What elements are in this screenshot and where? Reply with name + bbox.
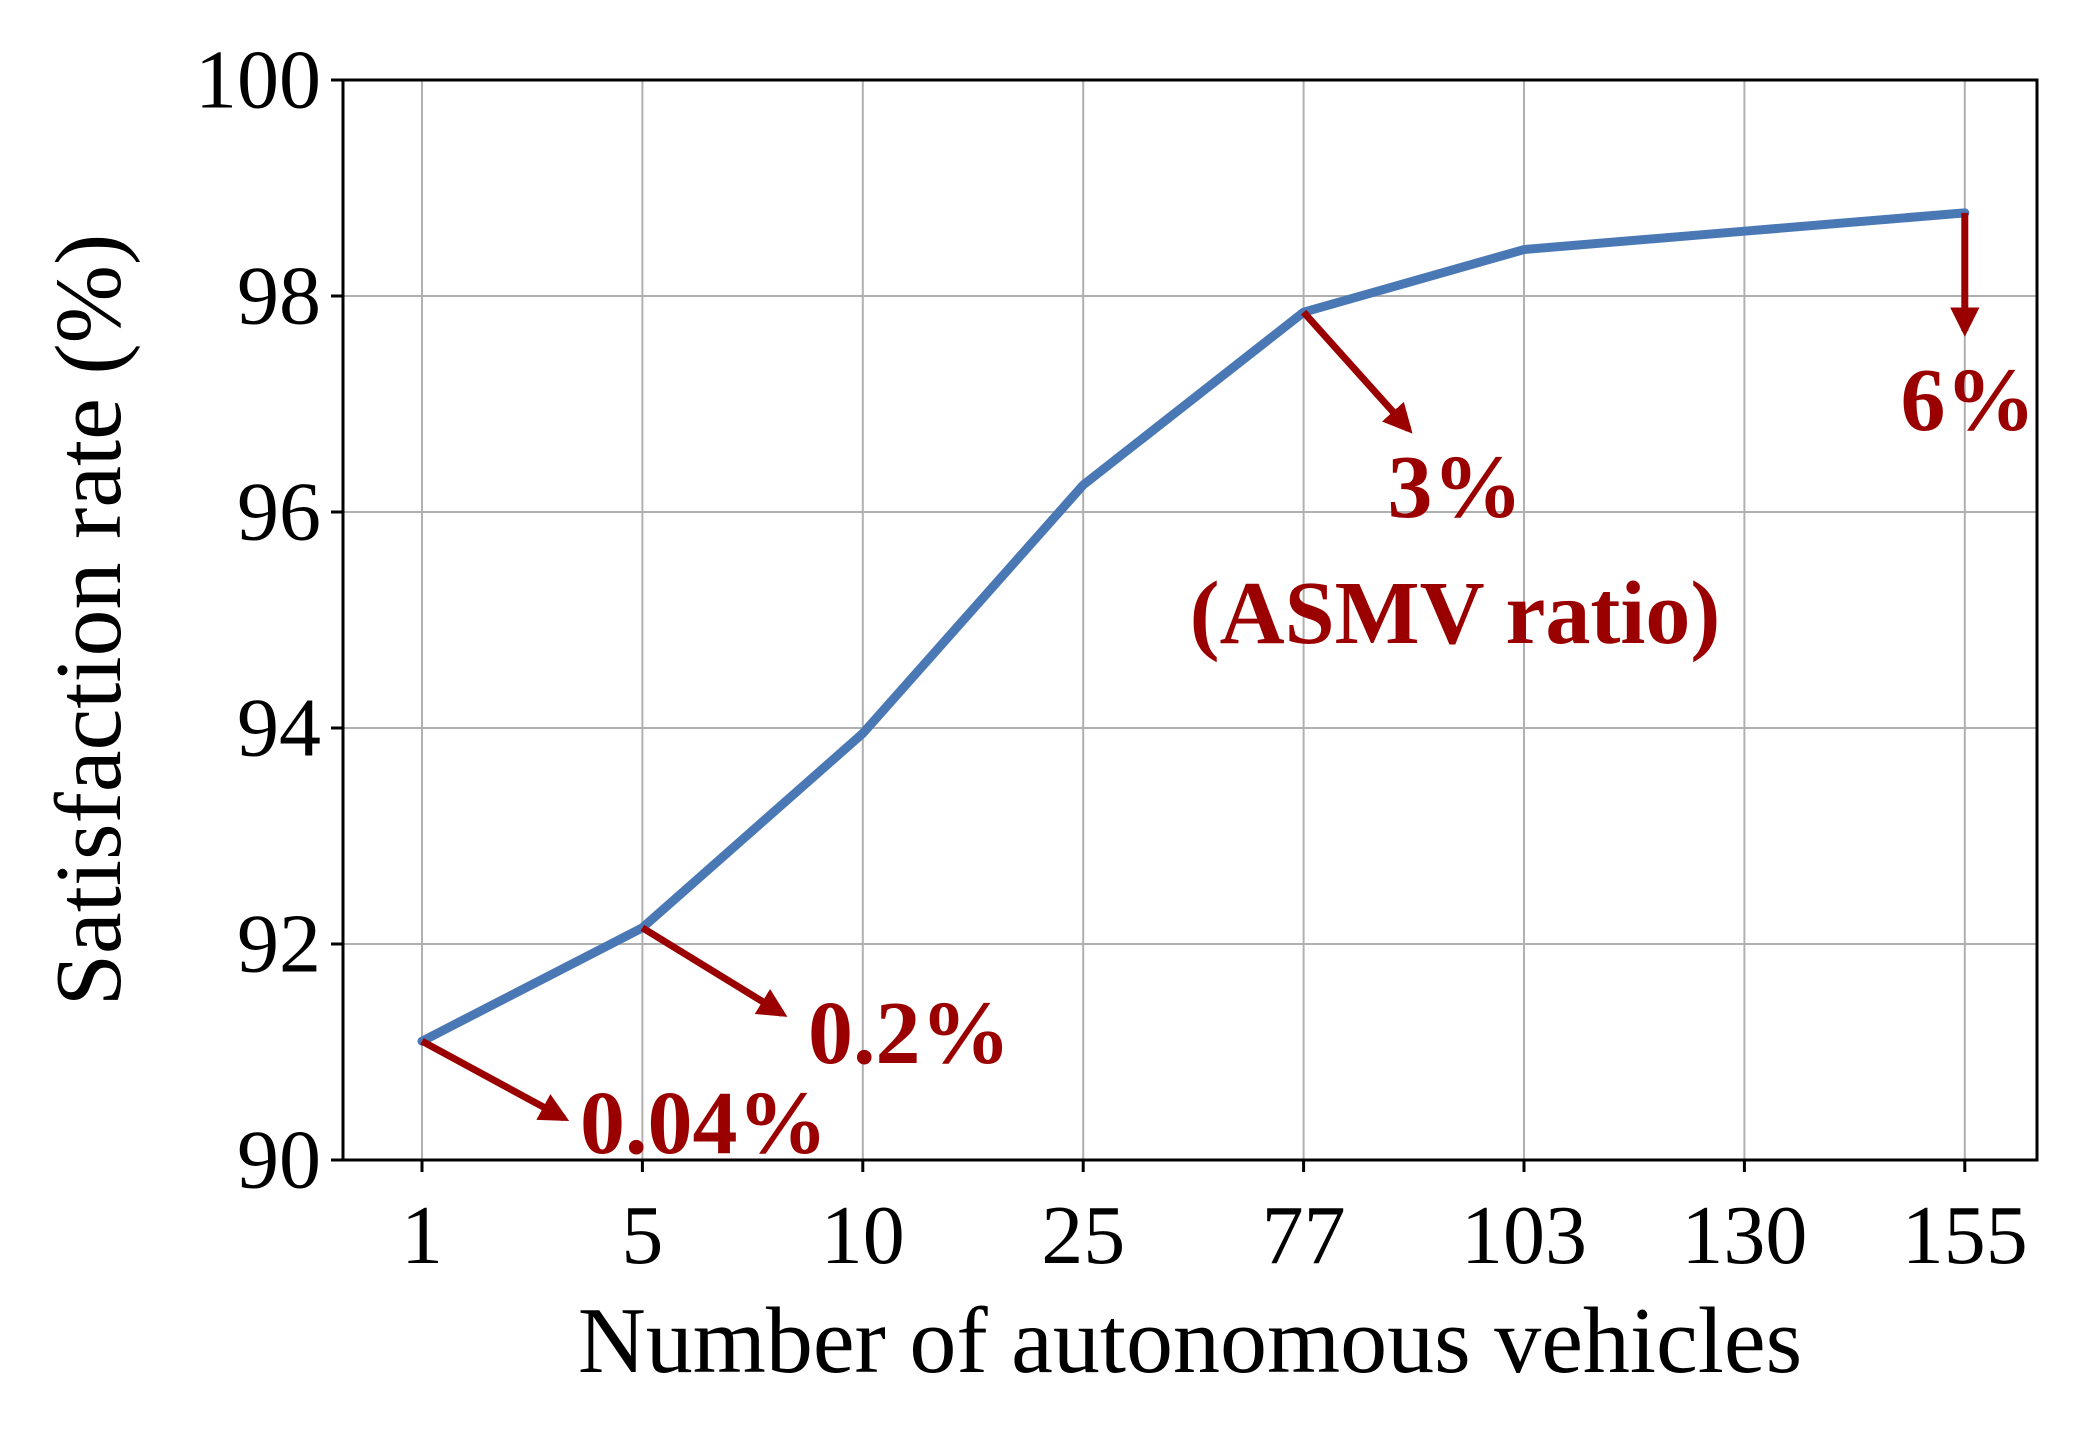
x-tick-label: 5 (621, 1189, 663, 1282)
annotation-label: (ASMV ratio) (1190, 564, 1721, 663)
x-tick-label: 103 (1461, 1189, 1587, 1282)
annotation-label: 6% (1901, 351, 2036, 450)
x-tick-label: 10 (821, 1189, 905, 1282)
y-tick-label: 94 (237, 682, 321, 775)
y-axis-title: Satisfaction rate (%) (37, 234, 141, 1007)
y-tick-label: 96 (237, 466, 321, 559)
annotation-label: 0.04% (580, 1074, 828, 1173)
x-tick-label: 77 (1262, 1189, 1346, 1282)
plot-frame (341, 78, 2039, 1162)
series-line (417, 208, 1970, 1046)
y-tick-label: 98 (237, 250, 321, 343)
x-tick-label: 130 (1681, 1189, 1807, 1282)
annotation-label: 3% (1388, 438, 1523, 537)
data-point (1082, 484, 1085, 486)
x-axis-title: Number of autonomous vehicles (578, 1289, 1802, 1393)
annotation-arrow (420, 1038, 570, 1122)
y-tick-label: 92 (237, 898, 321, 991)
data-point (861, 732, 864, 735)
data-point (1743, 230, 1746, 233)
annotation-label: 0.2% (808, 984, 1011, 1083)
annotation-arrow (1300, 309, 1413, 434)
y-tick-label: 100 (195, 34, 321, 127)
x-tick-label: 25 (1041, 1189, 1125, 1282)
y-tick-label: 90 (237, 1114, 321, 1207)
x-tick-label: 1 (401, 1189, 443, 1282)
annotation-arrow (640, 924, 788, 1017)
grid (343, 80, 2037, 1160)
annotations: 0.04%0.2% 3% (ASMV ratio) 6% (420, 212, 2036, 1173)
x-tick-label: 155 (1902, 1189, 2028, 1282)
ticks: 1 5 10 25 77 103 130 155 90 92 94 96 98 100 (195, 34, 2028, 1283)
data-point (1523, 248, 1525, 251)
